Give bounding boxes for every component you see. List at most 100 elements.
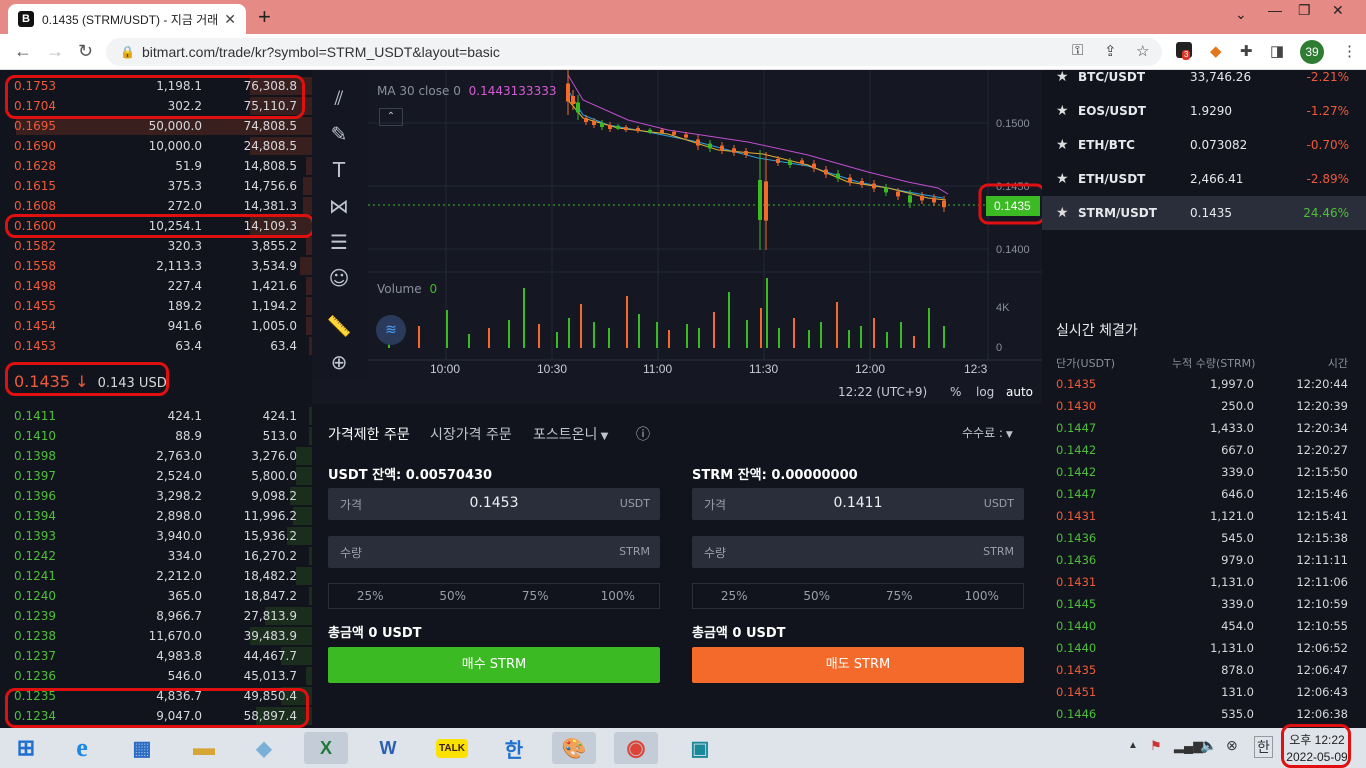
favorite-star-icon[interactable]: ★ — [1056, 103, 1069, 119]
sell-pct-50[interactable]: 50% — [803, 589, 831, 603]
bookmark-star-icon[interactable]: ☆ — [1136, 43, 1150, 60]
buy-button[interactable]: 매수 STRM — [328, 647, 660, 683]
extensions-puzzle-icon[interactable]: ✚ — [1240, 43, 1253, 60]
bid-row[interactable]: 0.1239 8,966.7 27,813.9 — [0, 606, 312, 626]
market-row[interactable]: ★ STRM/USDT 0.1435 24.46% — [1042, 196, 1366, 230]
bid-row[interactable]: 0.1397 2,524.0 5,800.0 — [0, 466, 312, 486]
menu-kebab-icon[interactable]: ⋮ — [1342, 43, 1357, 60]
profile-avatar[interactable]: 39 — [1300, 40, 1324, 64]
favorite-star-icon[interactable]: ★ — [1056, 137, 1069, 153]
emoji-tool-icon[interactable]: ☺ — [328, 266, 350, 290]
tray-chevron-icon[interactable]: ▲ — [1128, 740, 1138, 751]
market-row[interactable]: ★ ETH/BTC 0.073082 -0.70% — [1042, 128, 1366, 162]
browser-tab[interactable]: B 0.1435 (STRM/USDT) - 지금 거래 ✕ — [8, 4, 246, 34]
remote-desktop-icon[interactable]: ▦ — [132, 737, 152, 760]
pattern-tool-icon[interactable]: ⋈ — [329, 194, 349, 218]
bid-row[interactable]: 0.1238 11,670.0 39,483.9 — [0, 626, 312, 646]
ask-row[interactable]: 0.1582 320.3 3,855.2 — [0, 236, 312, 256]
bid-row[interactable]: 0.1394 2,898.0 11,996.2 — [0, 506, 312, 526]
log-toggle[interactable]: log — [976, 385, 995, 399]
sell-pct-100[interactable]: 100% — [964, 589, 999, 603]
kakaotalk-icon[interactable]: TALK — [430, 732, 474, 764]
ruler-tool-icon[interactable]: 📏 — [326, 314, 352, 338]
windows-start-icon[interactable]: ⊞ — [16, 735, 36, 760]
hangul-word-icon[interactable]: 한 — [504, 739, 524, 762]
sell-pct-75[interactable]: 75% — [885, 589, 913, 603]
bid-row[interactable]: 0.1396 3,298.2 9,098.2 — [0, 486, 312, 506]
ask-row[interactable]: 0.1455 189.2 1,194.2 — [0, 296, 312, 316]
market-row[interactable]: ★ ETH/USDT 2,466.41 -2.89% — [1042, 162, 1366, 196]
ask-row[interactable]: 0.1753 1,198.1 76,308.8 — [0, 76, 312, 96]
bid-row[interactable]: 0.1236 546.0 45,013.7 — [0, 666, 312, 686]
file-explorer-icon[interactable]: ▬ — [193, 735, 215, 760]
tab-limit-order[interactable]: 가격제한 주문 — [328, 427, 410, 443]
ask-row[interactable]: 0.1695 50,000.0 74,808.5 — [0, 116, 312, 136]
ask-row[interactable]: 0.1615 375.3 14,756.6 — [0, 176, 312, 196]
bid-row[interactable]: 0.1411 424.1 424.1 — [0, 406, 312, 426]
side-panel-icon[interactable]: ◨ — [1270, 43, 1285, 60]
favorite-star-icon[interactable]: ★ — [1056, 171, 1069, 187]
percent-toggle[interactable]: % — [950, 385, 962, 399]
word-icon[interactable]: W — [379, 737, 397, 758]
brush-tool-icon[interactable]: ✎ — [330, 122, 348, 146]
bid-row[interactable]: 0.1241 2,212.0 18,482.2 — [0, 566, 312, 586]
ask-row[interactable]: 0.1453 63.4 63.4 — [0, 336, 312, 356]
tradingview-logo-icon[interactable]: ≋ — [376, 315, 406, 345]
ask-row[interactable]: 0.1498 227.4 1,421.6 — [0, 276, 312, 296]
url-field[interactable]: 🔒 bitmart.com/trade/kr?symbol=STRM_USDT&… — [106, 38, 1162, 66]
buy-pct-75[interactable]: 75% — [521, 589, 549, 603]
volume-icon[interactable]: 🔈 — [1200, 737, 1218, 753]
close-window-button[interactable]: ✕ — [1332, 2, 1344, 18]
sell-button[interactable]: 매도 STRM — [692, 647, 1024, 683]
bid-row[interactable]: 0.1242 334.0 16,270.2 — [0, 546, 312, 566]
bid-row[interactable]: 0.1398 2,763.0 3,276.0 — [0, 446, 312, 466]
ask-row[interactable]: 0.1608 272.0 14,381.3 — [0, 196, 312, 216]
close-tab-icon[interactable]: ✕ — [224, 10, 236, 27]
bid-row[interactable]: 0.1237 4,983.8 44,467.7 — [0, 646, 312, 666]
favorite-star-icon[interactable]: ★ — [1056, 205, 1069, 221]
ime-indicator[interactable]: 한 — [1254, 736, 1273, 758]
buy-pct-50[interactable]: 50% — [439, 589, 467, 603]
metamask-fox-icon[interactable]: ◆ — [1210, 43, 1222, 60]
reload-icon[interactable]: ↻ — [78, 41, 94, 61]
market-row[interactable]: ★ BTC/USDT 33,746.26 -2.21% — [1042, 60, 1366, 94]
forward-icon[interactable]: → — [46, 41, 64, 61]
bid-row[interactable]: 0.1240 365.0 18,847.2 — [0, 586, 312, 606]
maximize-button[interactable]: ❐ — [1298, 2, 1311, 18]
tab-market-order[interactable]: 시장가격 주문 — [430, 427, 512, 443]
fee-dropdown[interactable]: 수수료 : ▼ — [962, 424, 1013, 441]
network-flag-icon[interactable]: ⚑ — [1150, 738, 1162, 753]
buy-price-input[interactable]: 가격 0.1453 USDT — [328, 488, 660, 520]
ask-row[interactable]: 0.1558 2,113.3 3,534.9 — [0, 256, 312, 276]
fib-tool-icon[interactable]: ☰ — [330, 230, 348, 254]
text-tool-icon[interactable]: T — [332, 158, 346, 182]
info-icon[interactable]: ⓘ — [636, 427, 650, 443]
signal-icon[interactable]: ▂▄▆ — [1174, 738, 1204, 753]
share-icon[interactable]: ⇪ — [1104, 43, 1117, 60]
buy-pct-100[interactable]: 100% — [600, 589, 635, 603]
buy-qty-input[interactable]: 수량 STRM — [328, 536, 660, 568]
excel-icon[interactable]: X — [304, 732, 348, 764]
bid-row[interactable]: 0.1393 3,940.0 15,936.2 — [0, 526, 312, 546]
close-circle-icon[interactable]: ⊗ — [1226, 737, 1238, 753]
paint-icon[interactable]: 🎨 — [552, 732, 596, 764]
price-chart[interactable]: 0.1500 0.1450 0.1400 4K 0 10:00 10:30 11… — [368, 70, 1046, 380]
sell-pct-25[interactable]: 25% — [720, 589, 748, 603]
sell-qty-input[interactable]: 수량 STRM — [692, 536, 1024, 568]
tab-post-only[interactable]: 포스트온니 ▼ — [533, 424, 608, 444]
auto-toggle[interactable]: auto — [1006, 385, 1034, 399]
key-icon[interactable]: ⚿ — [1072, 42, 1084, 59]
back-icon[interactable]: ← — [14, 41, 32, 61]
tab-search-icon[interactable]: ⌄ — [1235, 6, 1247, 22]
trendline-tool-icon[interactable]: ⫽ — [334, 86, 344, 110]
ask-row[interactable]: 0.1454 941.6 1,005.0 — [0, 316, 312, 336]
new-tab-button[interactable]: + — [258, 4, 271, 29]
collapse-legend-button[interactable]: ⌃ — [379, 108, 403, 126]
internet-explorer-icon[interactable]: e — [76, 733, 88, 762]
chrome-icon[interactable]: ◉ — [614, 732, 658, 764]
buy-pct-25[interactable]: 25% — [356, 589, 384, 603]
sell-price-input[interactable]: 가격 0.1411 USDT — [692, 488, 1024, 520]
bid-row[interactable]: 0.1410 88.9 513.0 — [0, 426, 312, 446]
ask-row[interactable]: 0.1600 10,254.1 14,109.3 — [0, 216, 312, 236]
ask-row[interactable]: 0.1690 10,000.0 24,808.5 — [0, 136, 312, 156]
